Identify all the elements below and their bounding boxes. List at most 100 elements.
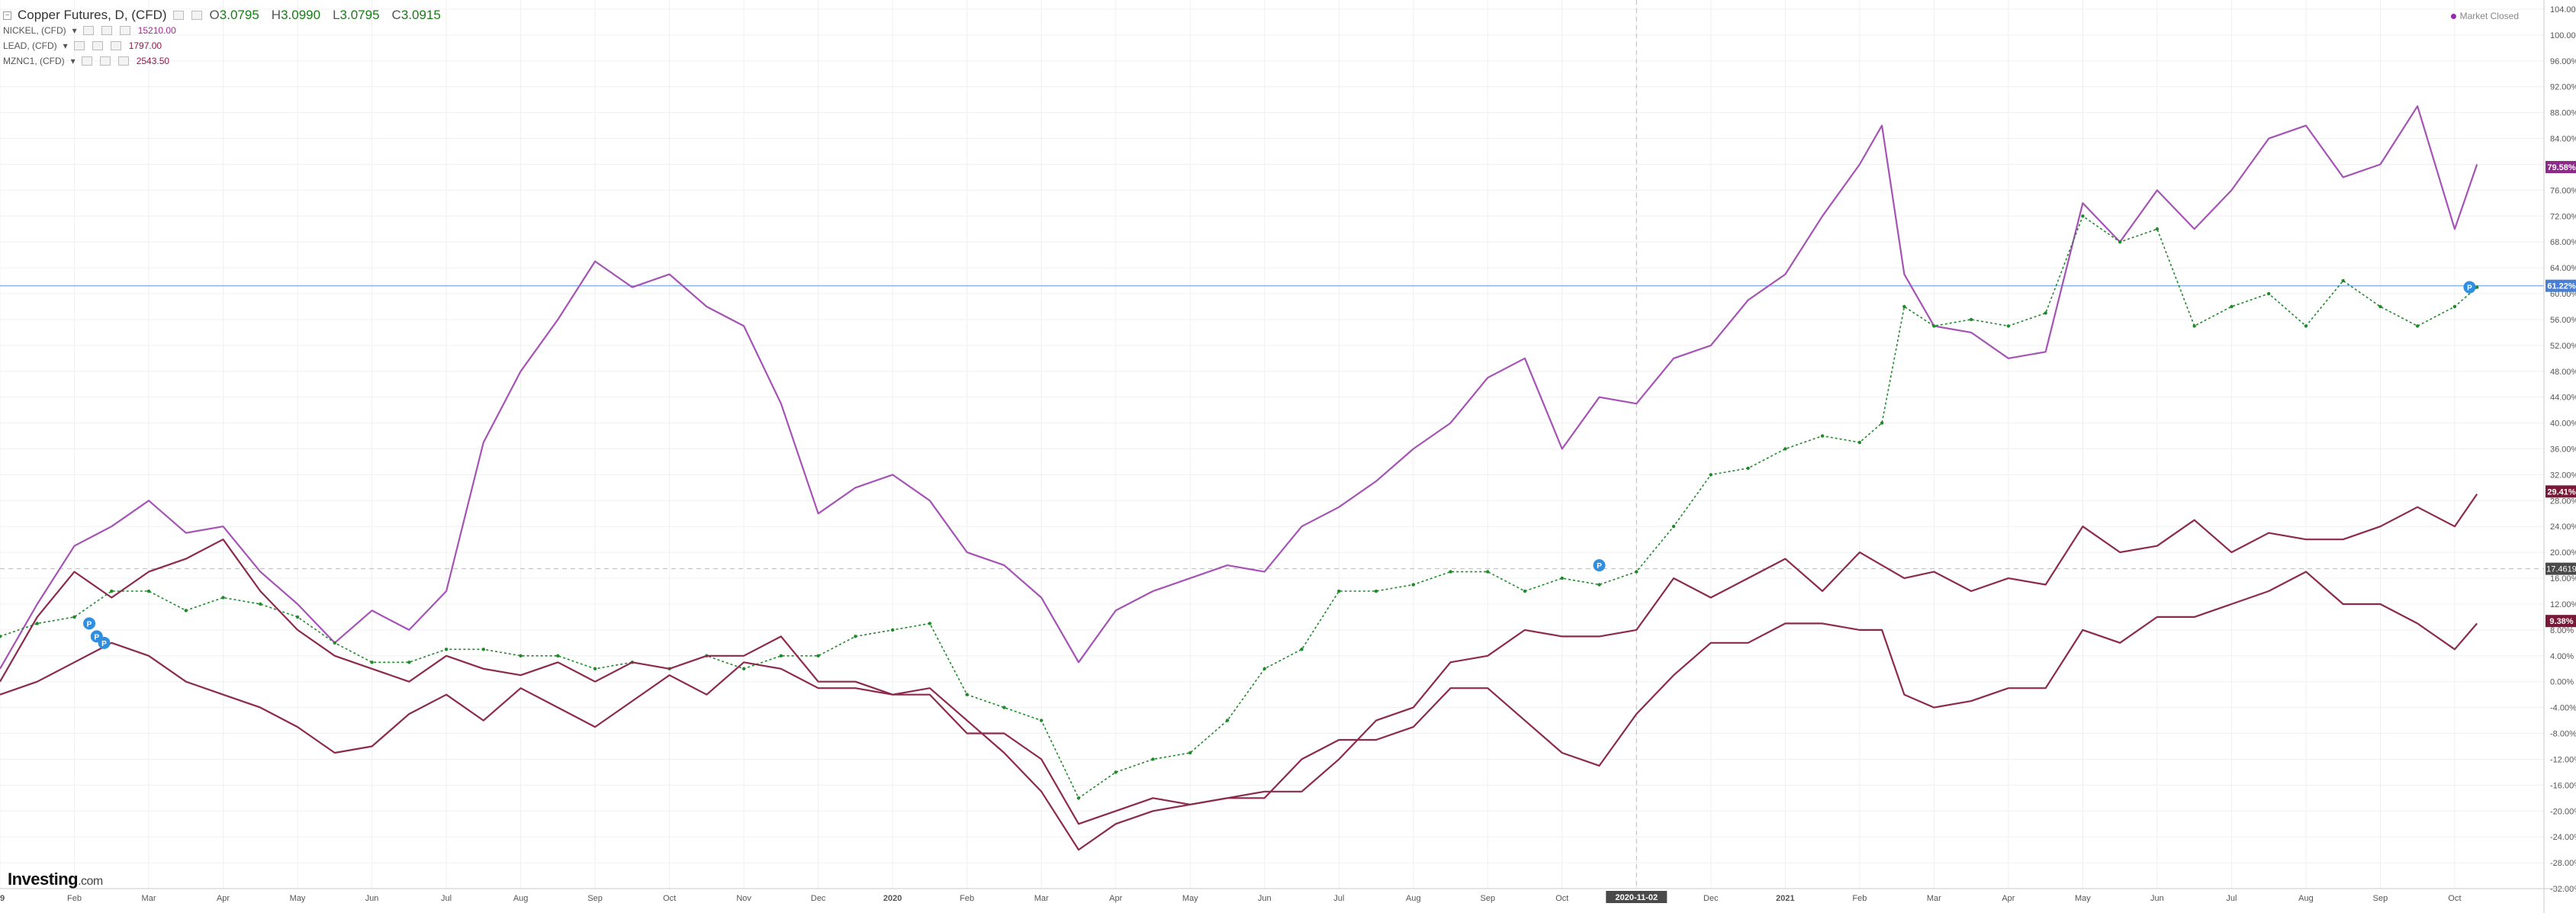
close-icon[interactable] bbox=[119, 26, 130, 35]
series-point bbox=[1002, 706, 1006, 709]
x-tick-label: May bbox=[290, 894, 306, 903]
ohlc-low: L3.0795 bbox=[333, 8, 380, 22]
ohlc-open: O3.0795 bbox=[209, 8, 259, 22]
series-point bbox=[1188, 751, 1192, 755]
series-point bbox=[556, 654, 560, 657]
series-point bbox=[407, 661, 411, 664]
series-point bbox=[1671, 525, 1676, 529]
y-tick-label: -24.00% bbox=[2550, 833, 2576, 842]
y-tick-label: 56.00% bbox=[2550, 316, 2576, 325]
settings-icon[interactable] bbox=[101, 26, 112, 35]
y-tick-label: -16.00% bbox=[2550, 781, 2576, 790]
grid bbox=[0, 0, 2544, 889]
series-point bbox=[221, 596, 225, 600]
y-tick-label: 40.00% bbox=[2550, 420, 2576, 429]
main-series-row: − Copper Futures, D, (CFD) O3.0795 H3.09… bbox=[3, 8, 447, 23]
event-marker-label: P bbox=[94, 633, 99, 641]
x-tick-label: Feb bbox=[1852, 894, 1867, 903]
series-point bbox=[2341, 278, 2345, 283]
y-tick-label: 4.00% bbox=[2550, 652, 2574, 661]
x-tick-label: Apr bbox=[1109, 894, 1122, 903]
x-tick-label: Nov bbox=[736, 894, 751, 903]
series-point bbox=[110, 589, 114, 593]
x-tick-label: Jun bbox=[2150, 894, 2164, 903]
x-tick-label: Jun bbox=[365, 894, 379, 903]
y-tick-label: 16.00% bbox=[2550, 574, 2576, 583]
y-axis[interactable]: 104.00%100.00%96.00%92.00%88.00%84.00%80… bbox=[2543, 0, 2576, 913]
series-point bbox=[1597, 583, 1601, 587]
y-tick-label: -32.00% bbox=[2550, 885, 2576, 894]
y-tick-label: -28.00% bbox=[2550, 859, 2576, 868]
x-tick-label: Oct bbox=[663, 894, 676, 903]
x-axis[interactable]: 19 Feb Mar Apr May Jun Jul Aug Sep Oct Nov Dec 2020 F… bbox=[0, 888, 2576, 903]
y-tick-label: -8.00% bbox=[2550, 730, 2576, 739]
series-point bbox=[928, 622, 932, 625]
y-tick-label: 52.00% bbox=[2550, 342, 2576, 351]
comparison-row-zinc[interactable]: MZNC1, (CFD) ▾ 2543.50 bbox=[3, 53, 447, 69]
comparison-name: LEAD, (CFD) bbox=[3, 40, 57, 51]
y-tick-label: 28.00% bbox=[2550, 497, 2576, 506]
last-value-badge bbox=[2545, 485, 2576, 498]
comparison-row-nickel[interactable]: NICKEL, (CFD) ▾ 15210.00 bbox=[3, 23, 447, 38]
last-value-badge bbox=[2545, 615, 2576, 628]
y-tick-label: 36.00% bbox=[2550, 445, 2576, 455]
comparison-row-lead[interactable]: LEAD, (CFD) ▾ 1797.00 bbox=[3, 38, 447, 53]
y-tick-label: 8.00% bbox=[2550, 626, 2574, 635]
x-tick-label: 2021 bbox=[1776, 894, 1794, 903]
settings-icon[interactable] bbox=[191, 11, 202, 20]
eye-icon[interactable] bbox=[73, 41, 85, 50]
event-marker[interactable] bbox=[98, 636, 111, 649]
event-marker-label: P bbox=[101, 640, 107, 648]
x-tick-label: Oct bbox=[2448, 894, 2461, 903]
series-point bbox=[1411, 583, 1415, 587]
x-tick-label: Dec bbox=[1703, 894, 1719, 903]
collapse-icon[interactable]: − bbox=[3, 11, 11, 20]
event-marker-label: P bbox=[2467, 285, 2472, 293]
event-marker[interactable] bbox=[83, 617, 96, 630]
event-marker-label: P bbox=[87, 620, 92, 628]
series-point bbox=[2044, 311, 2047, 315]
series-point bbox=[1902, 304, 1906, 309]
market-status: Market Closed bbox=[2450, 11, 2519, 21]
main-series-title: Copper Futures, D, (CFD) bbox=[18, 8, 167, 22]
x-tick-label: Dec bbox=[811, 894, 826, 903]
x-tick-label: 2020 bbox=[883, 894, 902, 903]
series-point bbox=[2155, 227, 2160, 231]
eye-icon[interactable] bbox=[172, 11, 184, 20]
event-marker[interactable] bbox=[1593, 559, 1606, 572]
y-tick-label: 60.00% bbox=[2550, 290, 2576, 299]
x-tick-label: Aug bbox=[513, 894, 529, 903]
series-point bbox=[1449, 570, 1452, 574]
x-tick-label: Aug bbox=[1406, 894, 1421, 903]
series-point bbox=[816, 654, 820, 657]
series-point bbox=[1374, 589, 1378, 593]
comparison-name: MZNC1, (CFD) bbox=[3, 56, 65, 66]
series-point bbox=[481, 648, 486, 651]
x-tick-label: Jul bbox=[1333, 894, 1344, 903]
y-tick-label: 88.00% bbox=[2550, 109, 2576, 118]
comparison-name: NICKEL, (CFD) bbox=[3, 25, 66, 36]
close-icon[interactable] bbox=[110, 41, 121, 50]
y-tick-label: 84.00% bbox=[2550, 135, 2576, 144]
settings-icon[interactable] bbox=[92, 41, 103, 50]
y-tick-label: 12.00% bbox=[2550, 600, 2576, 609]
series-point bbox=[2118, 240, 2122, 244]
x-tick-label: Sep bbox=[587, 894, 603, 903]
y-tick-label: 24.00% bbox=[2550, 522, 2576, 532]
x-tick-label: Mar bbox=[1927, 894, 1941, 903]
settings-icon[interactable] bbox=[99, 56, 111, 66]
comparison-value: 15210.00 bbox=[137, 25, 176, 36]
series-point bbox=[444, 648, 449, 651]
series-point bbox=[1560, 576, 1565, 580]
eye-icon[interactable] bbox=[81, 56, 92, 66]
y-tick-label: 32.00% bbox=[2550, 471, 2576, 480]
series-point bbox=[370, 661, 374, 664]
close-icon[interactable] bbox=[117, 56, 129, 66]
x-tick-label: Jun bbox=[1258, 894, 1272, 903]
event-marker[interactable] bbox=[2463, 281, 2476, 294]
series-point bbox=[2452, 304, 2457, 309]
eye-icon[interactable] bbox=[82, 26, 94, 35]
series-point bbox=[890, 628, 895, 632]
